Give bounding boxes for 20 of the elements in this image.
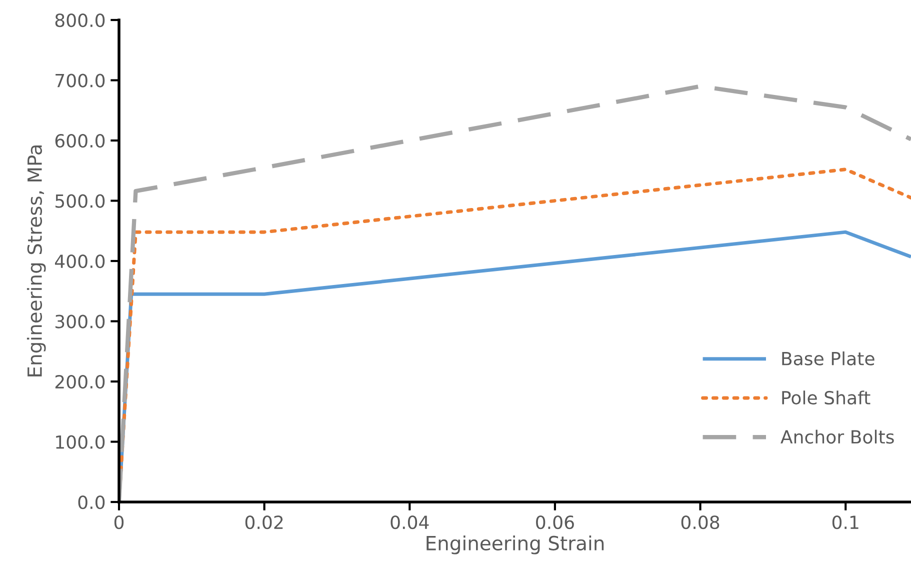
y-tick-label: 200.0 bbox=[55, 374, 105, 389]
legend-label: Base Plate bbox=[782, 351, 874, 366]
x-tick-label: 0 bbox=[114, 516, 124, 530]
x-tick-label: 0.04 bbox=[390, 516, 429, 530]
y-tick-label: 800.0 bbox=[55, 13, 105, 28]
y-tick-label: 600.0 bbox=[55, 134, 105, 148]
x-tick-label: 0.1 bbox=[832, 516, 858, 530]
y-tick-label: 500.0 bbox=[56, 194, 105, 208]
x-tick-label: 0.02 bbox=[245, 516, 283, 530]
y-axis-title: Engineering Stress, MPa bbox=[26, 146, 46, 376]
y-tick-label: 700.0 bbox=[56, 74, 105, 88]
legend-label: Pole Shaft bbox=[782, 390, 870, 405]
legend-label: Anchor Bolts bbox=[780, 430, 894, 444]
x-tick-label: 0.06 bbox=[536, 516, 574, 530]
x-axis-title: Engineering Strain bbox=[426, 535, 604, 554]
x-tick-label: 0.08 bbox=[681, 516, 720, 530]
y-tick-label: 300.0 bbox=[55, 314, 105, 328]
y-tick-label: 0.0 bbox=[78, 495, 105, 510]
y-tick-label: 100.0 bbox=[56, 435, 105, 449]
y-tick-label: 400.0 bbox=[55, 254, 105, 268]
